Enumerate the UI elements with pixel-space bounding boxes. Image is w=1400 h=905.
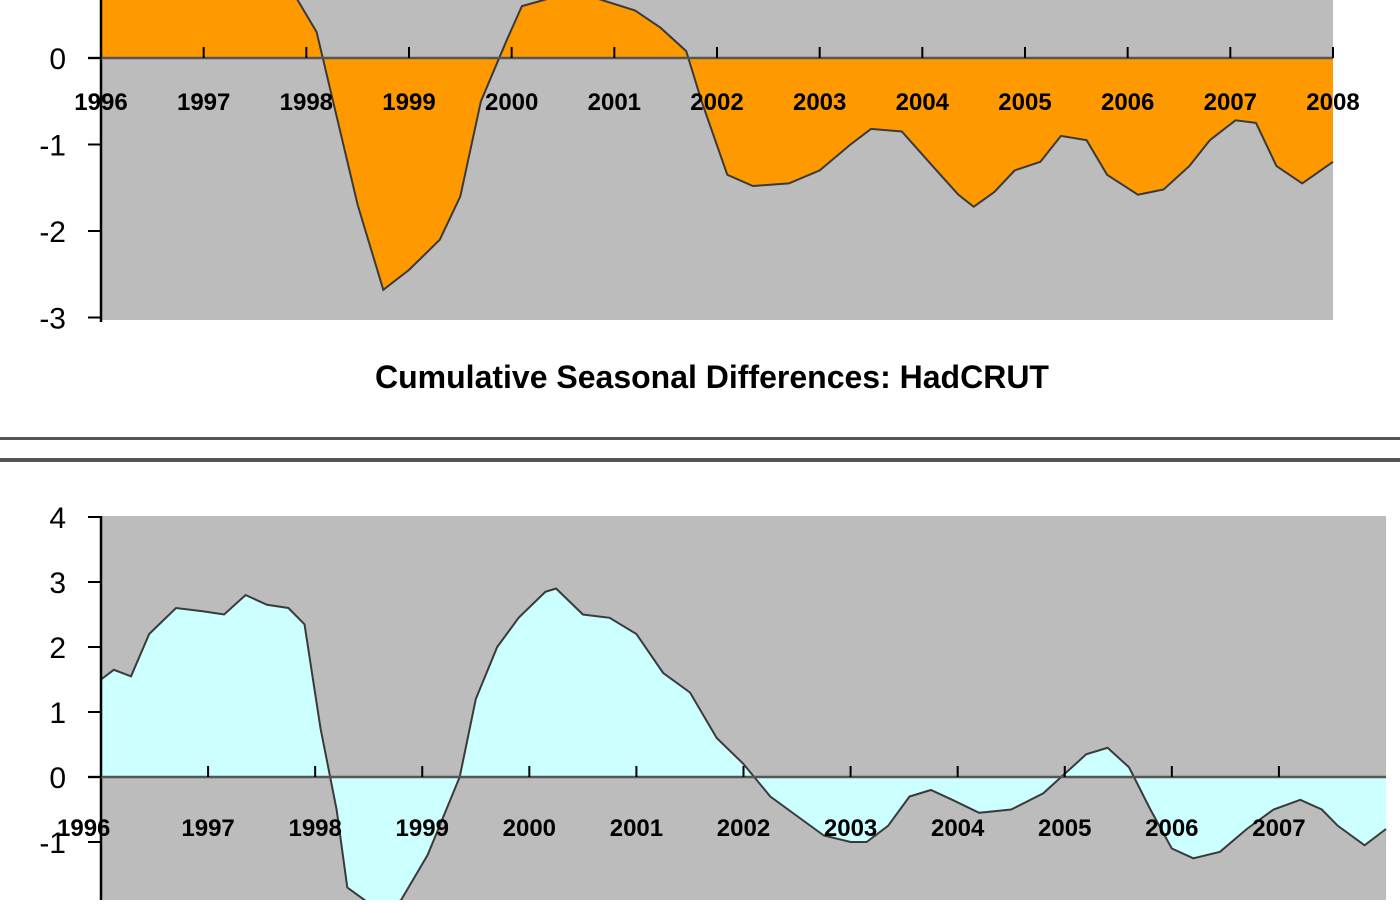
bottom-y-tick-label: 3 <box>49 567 66 600</box>
top-x-tick-label: 1997 <box>177 89 230 116</box>
bottom-x-tick-label: 1998 <box>288 815 341 842</box>
top-y-tick-label: 0 <box>49 43 66 76</box>
top-chart: 0 -1 -2 -3 1996 1997 1998 1999 2000 2001 2002 2003… <box>39 0 1360 336</box>
top-x-tick-label: 1996 <box>74 89 127 116</box>
bottom-series-line <box>100 587 1387 905</box>
bottom-x-tick-label: 2005 <box>1038 815 1091 842</box>
bottom-x-tick-label: 1996 <box>57 815 110 842</box>
top-x-tick-label: 2007 <box>1204 89 1257 116</box>
bottom-x-tick-label: 1999 <box>396 815 449 842</box>
bottom-x-tick-label: 2004 <box>931 815 985 842</box>
top-series-line <box>296 0 1334 292</box>
top-x-tick-label: 2002 <box>690 89 743 116</box>
top-x-tick-label: 2005 <box>998 89 1051 116</box>
bottom-y-tick-label: 4 <box>49 502 66 535</box>
bottom-y-tick-label: -1 <box>39 827 66 860</box>
top-y-tick-label: -1 <box>39 130 66 163</box>
bottom-x-tick-label: 2002 <box>717 815 770 842</box>
bottom-x-tick-label: 2006 <box>1145 815 1198 842</box>
bottom-x-tick-label: 2001 <box>610 815 663 842</box>
bottom-chart: 4 3 2 1 0 -1 1996 1997 1998 1999 2000 2001 2002 2003… <box>39 502 1387 905</box>
top-x-tick-label: 2003 <box>793 89 846 116</box>
top-y-tick-label: -3 <box>39 303 66 336</box>
top-x-tick-label: 2008 <box>1306 89 1359 116</box>
bottom-series-area <box>101 588 1386 905</box>
bottom-x-tick-label: 2000 <box>503 815 556 842</box>
top-x-tick-label: 1998 <box>280 89 333 116</box>
bottom-x-tick-label: 2003 <box>824 815 877 842</box>
top-x-tick-label: 1999 <box>382 89 435 116</box>
panel-divider <box>0 437 1400 462</box>
bottom-y-tick-label: 1 <box>49 697 66 730</box>
bottom-x-tick-label: 2007 <box>1252 815 1305 842</box>
top-chart-caption: Cumulative Seasonal Differences: HadCRUT <box>375 359 1049 395</box>
bottom-y-tick-label: 2 <box>49 632 66 665</box>
top-x-tick-label: 2006 <box>1101 89 1154 116</box>
top-x-tick-label: 2000 <box>485 89 538 116</box>
top-y-tick-label: -2 <box>39 216 66 249</box>
bottom-y-tick-label: 0 <box>49 762 66 795</box>
bottom-x-tick-label: 1997 <box>181 815 234 842</box>
top-x-tick-label: 2004 <box>896 89 950 116</box>
top-x-tick-label: 2001 <box>588 89 641 116</box>
